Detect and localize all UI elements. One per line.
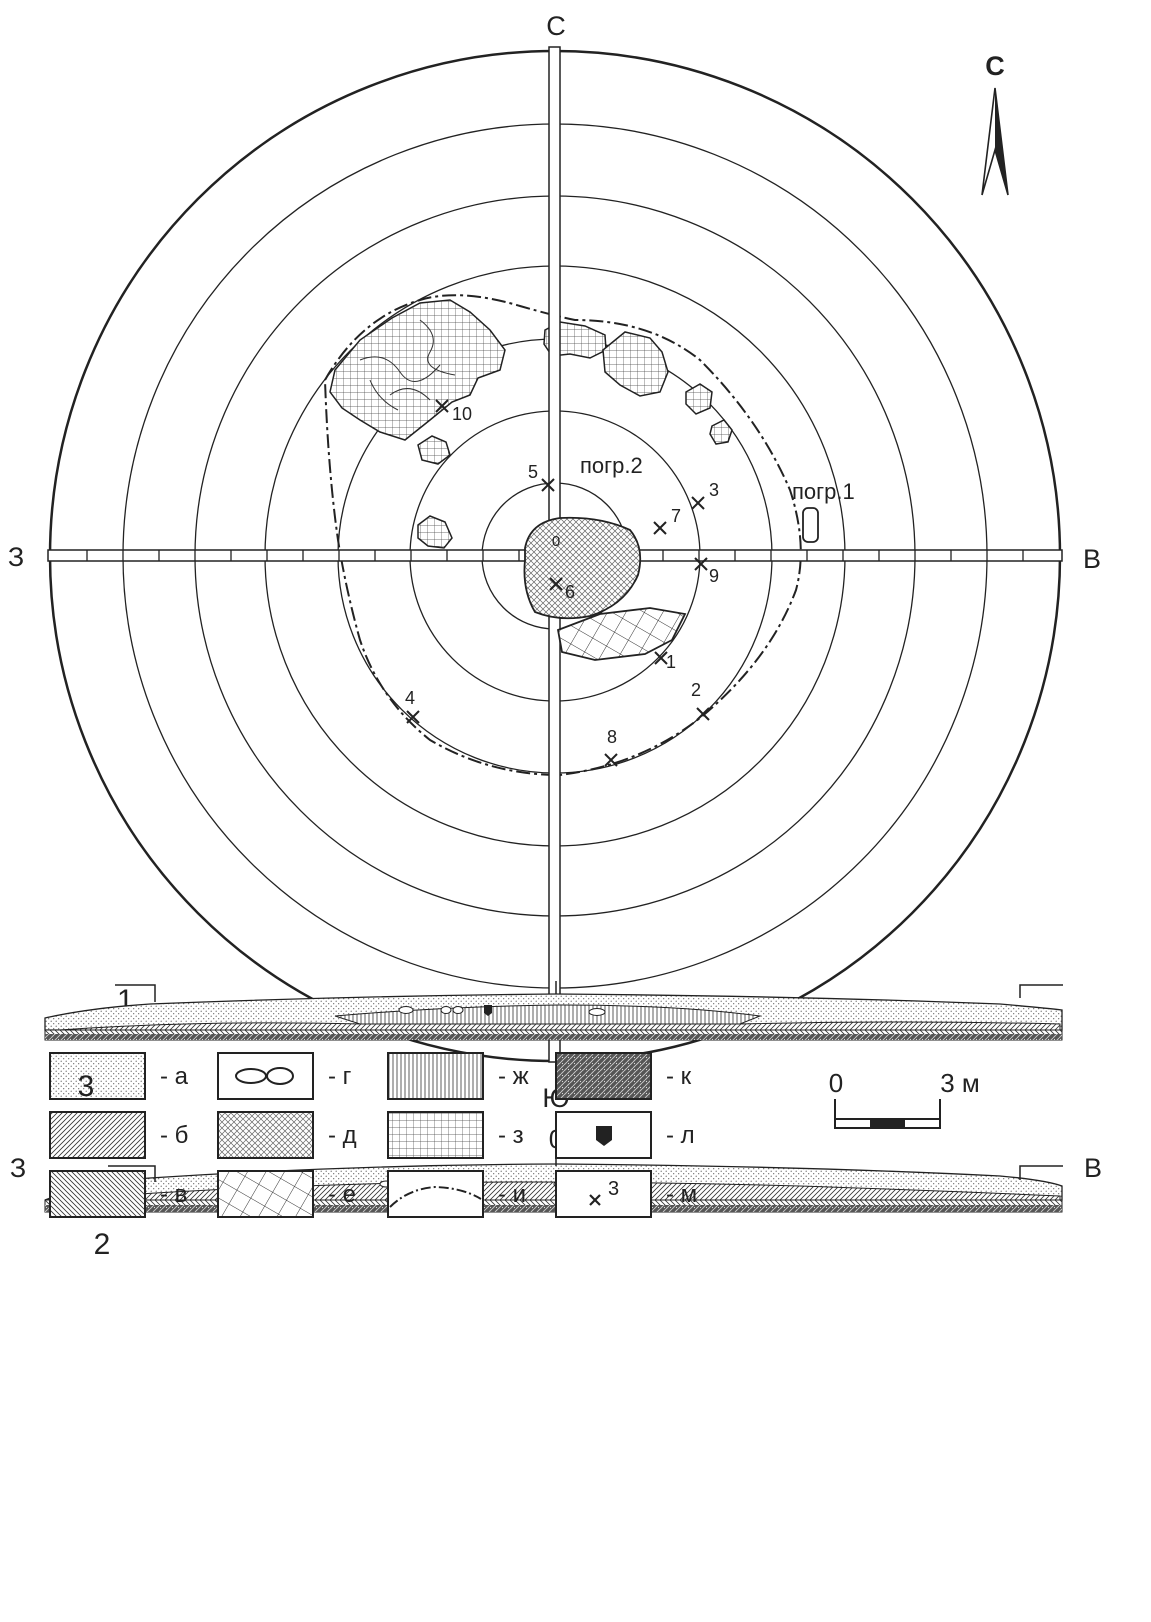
find-marker-icon	[435, 399, 449, 413]
find-label-4: 4	[405, 688, 415, 708]
find-label-8: 8	[607, 727, 617, 747]
find-label-2: 2	[691, 680, 701, 700]
section-north-south	[44, 981, 1063, 1041]
stone-cluster-w	[417, 515, 453, 549]
find-marker-icon	[541, 478, 555, 492]
section-we-left-bracket	[108, 1165, 156, 1182]
section-we-right-bracket	[1019, 1165, 1063, 1180]
find-marker-icon	[694, 557, 708, 571]
find-marker-icon	[406, 710, 420, 724]
scale-bar-zero: 0	[829, 1068, 843, 1098]
figure-2-number: 2	[94, 1228, 111, 1261]
mound-plan	[47, 46, 1063, 1063]
section-ns-stone	[588, 1008, 606, 1016]
legend-swatch-e	[217, 1170, 314, 1218]
find-marker-icon	[549, 577, 563, 591]
legend-label-b: - б	[160, 1122, 188, 1149]
legend-label-l: - л	[666, 1122, 695, 1149]
section-ns-stone	[398, 1006, 414, 1014]
figure-3-number: 3	[78, 1070, 95, 1103]
legend-label-zh: - ж	[498, 1063, 529, 1090]
scale-bar-max: 3 м	[940, 1068, 980, 1098]
find-marker-icon	[604, 753, 618, 767]
find-label-3: 3	[709, 480, 719, 500]
legend-swatch-i	[387, 1170, 484, 1218]
west-label: З	[8, 542, 24, 572]
section-ns-layer-k	[45, 1034, 1062, 1040]
legend-label-v: - в	[160, 1181, 187, 1208]
burial-2-pit	[523, 516, 642, 620]
section-ns-right-bracket	[1019, 984, 1063, 998]
stone-cluster-ne-3	[685, 383, 713, 415]
burial-2-label: погр.2	[580, 453, 643, 478]
burial-pit-ledge	[556, 607, 687, 661]
stone-cluster-nw-inner	[359, 319, 456, 411]
find-label-1: 1	[666, 652, 676, 672]
section-west-east	[44, 1155, 1063, 1213]
find-label-7: 7	[671, 506, 681, 526]
stone-cluster-nw	[329, 299, 506, 441]
legend-label-k: - к	[666, 1063, 692, 1090]
legend-swatch-g	[217, 1052, 314, 1100]
find-marks	[406, 399, 710, 767]
legend-m-sample-number: 3	[608, 1178, 619, 1200]
legend-swatch-l	[555, 1111, 652, 1159]
section-ns-layer-b	[59, 1021, 1061, 1031]
find-marker-icon	[653, 521, 667, 535]
axis-ticks	[86, 550, 1024, 561]
section-ns-stone	[440, 1006, 452, 1014]
legend-label-e: - е	[328, 1181, 356, 1208]
stone-cluster-ne-4	[709, 419, 733, 445]
legend-label-z: - з	[498, 1122, 524, 1149]
find-label-6: 6	[565, 582, 575, 602]
burial-1-label: погр.1	[792, 479, 855, 504]
section-ns-vessel	[484, 1005, 492, 1016]
stone-cluster-ne-2	[602, 331, 669, 397]
legend-label-i: - и	[498, 1181, 526, 1208]
find-marker-icon	[696, 707, 710, 721]
legend-swatch-d	[217, 1111, 314, 1159]
section-we-layer-k	[45, 1205, 1062, 1212]
find-label-5: 5	[528, 462, 538, 482]
center-zero-label: 0	[552, 533, 560, 550]
legend-swatch-m: 3	[555, 1170, 652, 1218]
legend-swatch-k	[555, 1052, 652, 1100]
legend-swatch-a	[49, 1052, 146, 1100]
legend-swatch-b	[49, 1111, 146, 1159]
find-label-9: 9	[709, 566, 719, 586]
legend-label-m: - м	[666, 1181, 697, 1208]
legend-label-d: - д	[328, 1122, 357, 1149]
legend: - а - б - в - г - д - е - ж - з - и - к - л 3 - м	[49, 1052, 697, 1218]
legend-swatch-v	[49, 1170, 146, 1218]
north-arrow-icon	[981, 87, 1009, 196]
find-marker-icon	[691, 496, 705, 510]
scale-bar	[834, 1099, 941, 1129]
find-label-10: 10	[452, 404, 472, 424]
section-ns-left-bracket	[115, 984, 156, 1002]
stone-cluster-small-a	[417, 435, 451, 465]
legend-label-a: - а	[160, 1063, 189, 1090]
section-we-left-label: З	[10, 1153, 26, 1183]
legend-label-g: - г	[328, 1063, 352, 1090]
east-label: В	[1083, 544, 1101, 574]
find-marker-icon	[654, 651, 668, 665]
burial-1-pit	[802, 507, 819, 543]
north-label: С	[546, 11, 566, 41]
legend-swatch-zh	[387, 1052, 484, 1100]
section-ns-stone	[452, 1006, 464, 1014]
north-arrow-label: С	[985, 51, 1005, 81]
legend-swatch-z	[387, 1111, 484, 1159]
section-we-right-label: В	[1084, 1153, 1102, 1183]
mound-border	[323, 294, 802, 777]
